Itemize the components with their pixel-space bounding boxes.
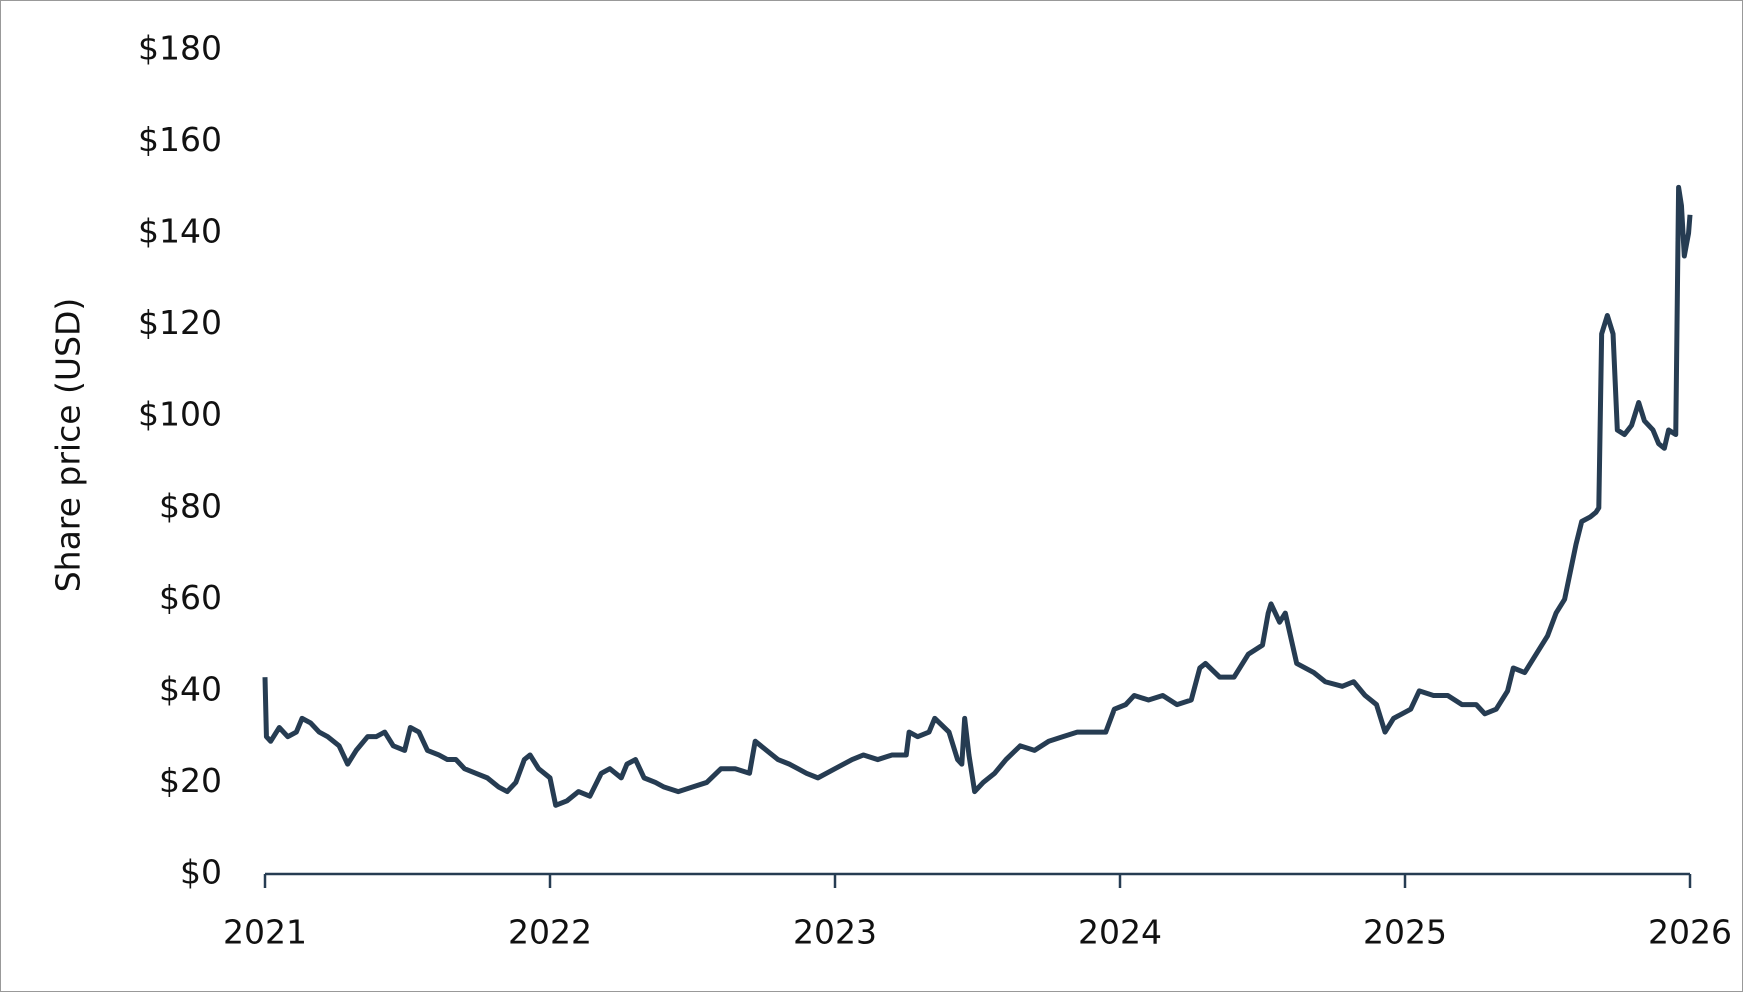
price-line bbox=[262, 184, 1693, 808]
y-tick-label: $160 bbox=[138, 120, 222, 159]
x-tick-label: 2023 bbox=[793, 913, 877, 952]
x-tick-label: 2026 bbox=[1648, 913, 1732, 952]
x-tick-label: 2024 bbox=[1078, 913, 1162, 952]
y-tick-label: $80 bbox=[159, 486, 222, 525]
y-axis-label: Share price (USD) bbox=[49, 298, 88, 593]
x-tick-label: 2025 bbox=[1363, 913, 1447, 952]
y-tick-label: $100 bbox=[138, 395, 222, 434]
y-tick-label: $60 bbox=[159, 578, 222, 617]
y-tick-label: $140 bbox=[138, 212, 222, 251]
y-tick-label: $40 bbox=[159, 669, 222, 708]
y-tick-label: $120 bbox=[138, 303, 222, 342]
y-tick-label: $180 bbox=[138, 29, 222, 68]
y-tick-label: $0 bbox=[180, 853, 222, 892]
x-tick-label: 2021 bbox=[223, 913, 307, 952]
x-tick-label: 2022 bbox=[508, 913, 592, 952]
y-tick-label: $20 bbox=[159, 761, 222, 800]
